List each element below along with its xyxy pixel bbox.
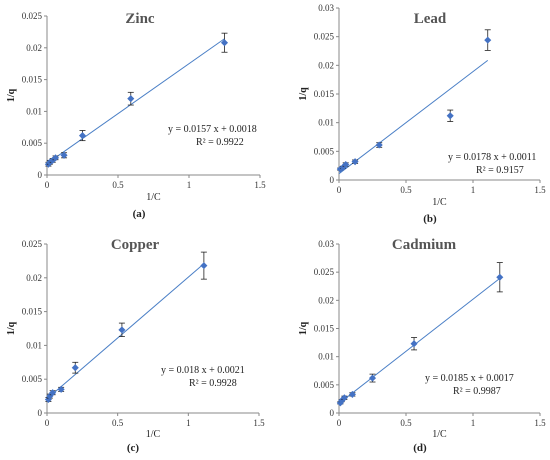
trendline	[338, 60, 489, 175]
data-point	[368, 374, 377, 382]
data-point	[351, 158, 359, 166]
data-point	[340, 394, 348, 402]
trendline-equation: y = 0.0178 x + 0.0011	[448, 152, 536, 163]
data-point	[78, 132, 87, 140]
x-tick-label: 1.5	[534, 185, 546, 195]
y-tick-label: 0.025	[314, 32, 335, 42]
x-tick-label: 0	[337, 185, 342, 195]
y-tick-label: 0.01	[318, 352, 334, 362]
y-tick-label: 0.01	[26, 106, 42, 116]
y-tick-label: 0.015	[314, 89, 335, 99]
y-tick-label: 0.025	[314, 267, 335, 277]
y-tick-label: 0	[330, 175, 335, 185]
chart-panel-a: 0 0.005 0.01 0.015 0.02 0.025 0 0.5 1 1.5 1/C 1/q Zi…	[6, 11, 266, 220]
y-tick-label: 0.02	[318, 295, 334, 305]
trendline-equation: y = 0.018 x + 0.0021	[161, 365, 245, 376]
y-tick-label: 0.015	[22, 307, 43, 317]
y-tick-label: 0.015	[22, 75, 43, 85]
chart-title: Zinc	[125, 11, 155, 27]
y-tick-label: 0.01	[318, 118, 334, 128]
data-point	[200, 262, 208, 270]
trendline	[46, 263, 205, 400]
x-axis-label: 1/C	[432, 197, 447, 208]
data-point	[496, 273, 504, 281]
data-point	[49, 389, 57, 397]
chart-title: Cadmium	[392, 237, 457, 253]
data-point	[410, 340, 418, 348]
panel-caption: (b)	[423, 213, 437, 225]
data-point	[484, 36, 492, 44]
chart-title: Lead	[414, 11, 447, 27]
data-point	[51, 154, 60, 162]
y-axis-label: 1/q	[6, 321, 17, 335]
data-point	[348, 390, 356, 398]
x-tick-label: 1.5	[254, 180, 266, 190]
chart-panel-b: 0 0.005 0.01 0.015 0.02 0.025 0.03 0 0.5 1 1.5 1/C 1…	[298, 3, 546, 225]
y-tick-label: 0	[38, 408, 43, 418]
r-squared-label: R² = 0.9987	[453, 386, 501, 397]
x-tick-label: 0.5	[400, 418, 412, 428]
y-axis-label: 1/q	[6, 88, 17, 102]
y-tick-label: 0.015	[314, 324, 335, 334]
x-tick-label: 1	[186, 418, 191, 428]
y-tick-label: 0.02	[26, 43, 42, 53]
y-axis-label: 1/q	[298, 321, 309, 335]
x-tick-label: 1.5	[253, 418, 265, 428]
data-point	[342, 160, 350, 169]
data-point	[375, 141, 383, 149]
trendline	[338, 277, 501, 404]
x-tick-label: 1	[187, 180, 192, 190]
x-tick-label: 1	[471, 185, 476, 195]
data-point	[118, 326, 126, 334]
x-tick-label: 0	[45, 180, 50, 190]
chart-panel-d: 0 0.005 0.01 0.015 0.02 0.025 0.03 0 0.5 1 1.5 1/C 1…	[298, 237, 546, 454]
y-tick-label: 0.005	[22, 374, 43, 384]
trendline-equation: y = 0.0157 x + 0.0018	[168, 124, 257, 135]
data-point	[71, 364, 79, 372]
x-tick-label: 1.5	[534, 418, 546, 428]
y-tick-label: 0.005	[314, 380, 335, 390]
trendline	[46, 38, 225, 164]
x-tick-label: 0	[45, 418, 50, 428]
y-tick-label: 0.02	[26, 273, 42, 283]
x-axis-label: 1/C	[432, 429, 447, 440]
y-tick-label: 0.005	[22, 138, 43, 148]
data-point	[220, 39, 229, 47]
y-tick-label: 0.025	[22, 239, 43, 249]
y-tick-label: 0.03	[318, 239, 334, 249]
panel-caption: (a)	[133, 208, 146, 220]
panel-caption: (d)	[413, 442, 427, 454]
y-tick-label: 0	[38, 170, 43, 180]
r-squared-label: R² = 0.9928	[189, 378, 237, 389]
r-squared-label: R² = 0.9157	[476, 165, 524, 176]
panel-caption: (c)	[127, 442, 140, 454]
chart-title: Copper	[111, 237, 160, 253]
y-tick-label: 0.005	[314, 146, 335, 156]
x-tick-label: 0.5	[112, 180, 124, 190]
x-axis-label: 1/C	[146, 192, 161, 203]
x-axis-label: 1/C	[146, 429, 161, 440]
data-point	[57, 385, 65, 393]
y-tick-label: 0.03	[318, 3, 334, 13]
chart-panel-c: 0 0.005 0.01 0.015 0.02 0.025 0 0.5 1 1.5 1/C 1/q Co…	[6, 237, 265, 454]
x-tick-label: 1	[471, 418, 476, 428]
data-point	[446, 112, 454, 120]
x-tick-label: 0.5	[400, 185, 412, 195]
y-tick-label: 0.01	[26, 340, 42, 350]
r-squared-label: R² = 0.9922	[196, 137, 244, 148]
x-tick-label: 0.5	[112, 418, 124, 428]
data-point	[60, 151, 68, 159]
y-tick-label: 0.02	[318, 60, 334, 70]
trendline-equation: y = 0.0185 x + 0.0017	[425, 373, 514, 384]
x-tick-label: 0	[337, 418, 342, 428]
y-axis-label: 1/q	[298, 87, 309, 101]
y-tick-label: 0.025	[22, 11, 43, 21]
y-tick-label: 0	[330, 408, 335, 418]
data-point	[127, 95, 135, 103]
